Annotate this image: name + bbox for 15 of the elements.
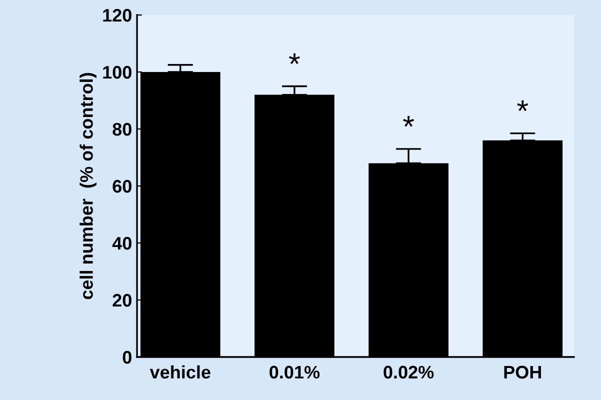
annotation: * bbox=[517, 100, 528, 112]
y-tick-label: 80 bbox=[112, 122, 132, 136]
annotation: * bbox=[403, 116, 414, 127]
y-tick-label: 60 bbox=[112, 180, 132, 193]
y-tick-label: 40 bbox=[112, 236, 132, 250]
annotation: * bbox=[289, 53, 300, 64]
x-tick-label: 0.01% bbox=[270, 366, 320, 379]
y-tick-label: 20 bbox=[112, 294, 132, 307]
x-tick-label: vehicle bbox=[150, 365, 210, 379]
y-tick-label: 120 bbox=[103, 8, 132, 22]
y-tick-label: 0 bbox=[122, 350, 132, 364]
y-axis-title: cell number (% of control) bbox=[80, 73, 96, 300]
x-tick-label: POH bbox=[504, 366, 541, 379]
y-tick-label: 100 bbox=[103, 66, 132, 79]
x-tick-label: 0.02% bbox=[384, 366, 434, 379]
